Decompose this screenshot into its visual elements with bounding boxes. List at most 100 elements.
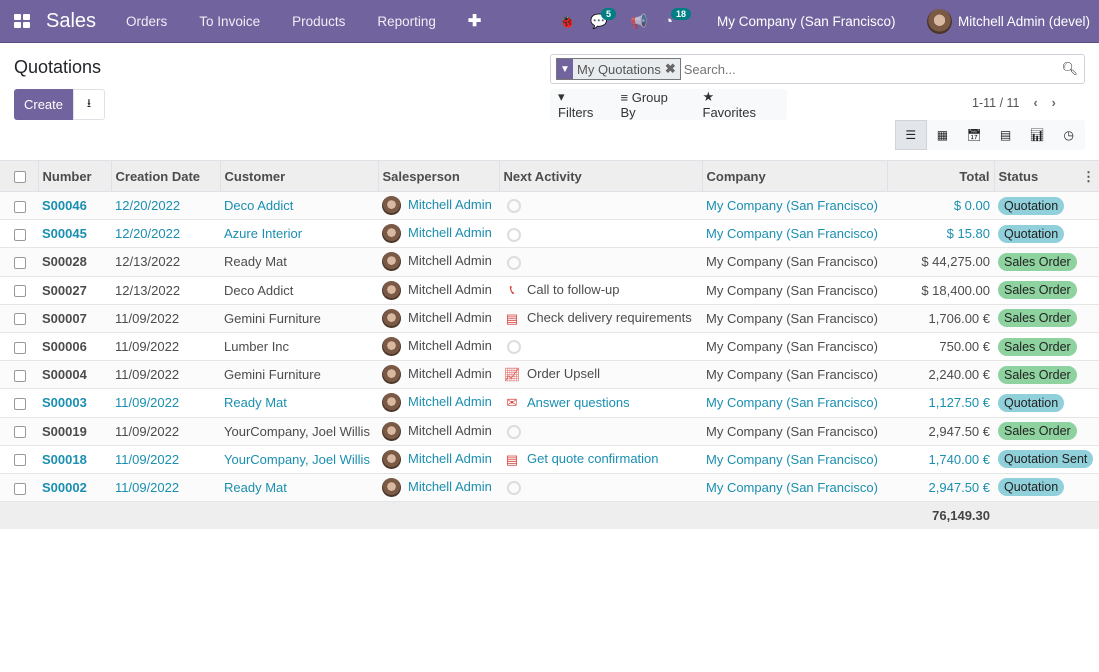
status: Quotation Sent bbox=[994, 445, 1099, 474]
clock-icon[interactable] bbox=[507, 255, 521, 270]
customer: YourCompany, Joel Willis bbox=[220, 417, 378, 446]
next-activity[interactable] bbox=[499, 332, 702, 362]
order-number: S00006 bbox=[38, 332, 111, 362]
total: 1,706.00 € bbox=[887, 304, 994, 333]
activity-view-icon[interactable]: ◷ bbox=[1063, 128, 1074, 142]
search-icon[interactable]: 🔍︎ bbox=[1061, 61, 1078, 76]
table-row[interactable]: S00045 12/20/2022 Azure Interior Mitchel… bbox=[0, 219, 1099, 249]
company-switcher[interactable]: My Company (San Francisco) bbox=[717, 14, 896, 29]
order-number: S00028 bbox=[38, 247, 111, 277]
menu-reporting[interactable]: Reporting bbox=[377, 13, 436, 29]
row-checkbox[interactable] bbox=[14, 482, 26, 495]
next-activity[interactable] bbox=[499, 473, 702, 503]
row-checkbox[interactable] bbox=[14, 369, 26, 382]
header-salesperson[interactable]: Salesperson bbox=[377, 160, 499, 192]
status: Quotation bbox=[994, 219, 1099, 249]
tasks-icon[interactable]: ▤ bbox=[505, 310, 519, 326]
salesperson-avatar bbox=[382, 393, 401, 413]
header-status[interactable]: Status ⋮ bbox=[993, 160, 1099, 192]
menu-products[interactable]: Products bbox=[292, 13, 346, 29]
table-row[interactable]: S00003 11/09/2022 Ready Mat Mitchell Adm… bbox=[0, 388, 1099, 418]
pager-previous-icon[interactable]: ‹ bbox=[1033, 96, 1038, 110]
row-checkbox[interactable] bbox=[14, 257, 26, 270]
row-checkbox[interactable] bbox=[14, 313, 26, 326]
menu-to-invoice[interactable]: To Invoice bbox=[199, 13, 261, 29]
envelope-icon[interactable]: ✉ bbox=[506, 395, 518, 411]
optional-columns-icon[interactable]: ⋮ bbox=[1082, 168, 1095, 184]
pivot-view-icon[interactable]: ▤ bbox=[999, 128, 1012, 142]
salesperson-avatar bbox=[382, 365, 401, 385]
row-checkbox[interactable] bbox=[14, 228, 26, 241]
salesperson-avatar bbox=[382, 449, 401, 469]
user-menu[interactable]: Mitchell Admin (devel) bbox=[927, 0, 1090, 43]
group-by-button[interactable]: ≡ Group By bbox=[620, 89, 668, 120]
create-button[interactable]: Create bbox=[14, 89, 73, 120]
next-activity[interactable] bbox=[499, 417, 702, 446]
creation-date: 11/09/2022 bbox=[111, 445, 220, 474]
status-badge: Sales Order bbox=[998, 365, 1077, 384]
table-row[interactable]: S00007 11/09/2022 Gemini Furniture Mitch… bbox=[0, 304, 1099, 333]
list-view-icon[interactable]: ☰ bbox=[895, 120, 927, 150]
app-name[interactable]: Sales bbox=[46, 9, 97, 32]
phone-icon[interactable]: 📞︎ bbox=[509, 282, 515, 298]
order-number: S00004 bbox=[38, 360, 111, 390]
row-checkbox[interactable] bbox=[14, 426, 26, 439]
debug-icon[interactable]: 🐞 bbox=[559, 13, 576, 29]
next-activity[interactable]: ▤ Check delivery requirements bbox=[499, 304, 702, 333]
add-menu-icon[interactable]: ✚ bbox=[467, 13, 482, 30]
calendar-view-icon[interactable]: 📅︎ bbox=[966, 128, 982, 142]
menu-orders[interactable]: Orders bbox=[126, 13, 168, 29]
row-checkbox[interactable] bbox=[14, 200, 26, 213]
favorites-button[interactable]: ★ Favorites bbox=[702, 89, 756, 120]
row-checkbox[interactable] bbox=[14, 341, 26, 354]
header-next-activity[interactable]: Next Activity bbox=[498, 160, 702, 192]
row-checkbox[interactable] bbox=[14, 454, 26, 467]
company: My Company (San Francisco) bbox=[702, 417, 887, 446]
tasks-icon[interactable]: ▤ bbox=[505, 451, 519, 467]
table-row[interactable]: S00028 12/13/2022 Ready Mat Mitchell Adm… bbox=[0, 247, 1099, 277]
header-number[interactable]: Number bbox=[37, 160, 111, 192]
header-creation-date[interactable]: Creation Date bbox=[110, 160, 220, 192]
row-checkbox[interactable] bbox=[14, 285, 26, 298]
header-total[interactable]: Total bbox=[886, 160, 994, 192]
messages-icon[interactable]: 💬 bbox=[590, 13, 608, 29]
customer: YourCompany, Joel Willis bbox=[220, 445, 378, 474]
table-row[interactable]: S00006 11/09/2022 Lumber Inc Mitchell Ad… bbox=[0, 332, 1099, 362]
pager-value[interactable]: 1-11 / 11 bbox=[972, 96, 1020, 110]
clock-icon[interactable] bbox=[507, 481, 521, 496]
pager-next-icon[interactable]: › bbox=[1051, 96, 1056, 110]
next-activity[interactable] bbox=[499, 219, 702, 249]
table-row[interactable]: S00046 12/20/2022 Deco Addict Mitchell A… bbox=[0, 191, 1099, 221]
header-customer[interactable]: Customer bbox=[219, 160, 378, 192]
row-checkbox[interactable] bbox=[14, 397, 26, 410]
clock-icon[interactable] bbox=[507, 340, 521, 355]
table-row[interactable]: S00002 11/09/2022 Ready Mat Mitchell Adm… bbox=[0, 473, 1099, 503]
clock-icon[interactable] bbox=[507, 424, 521, 439]
header-company[interactable]: Company bbox=[701, 160, 887, 192]
company: My Company (San Francisco) bbox=[702, 473, 887, 503]
activity-clock-icon[interactable]: ◔ bbox=[664, 13, 674, 30]
table-row[interactable]: S00019 11/09/2022 YourCompany, Joel Will… bbox=[0, 417, 1099, 446]
export-download-button[interactable]: ⭳ bbox=[73, 89, 105, 120]
next-activity[interactable] bbox=[499, 247, 702, 277]
table-row[interactable]: S00004 11/09/2022 Gemini Furniture Mitch… bbox=[0, 360, 1099, 390]
next-activity[interactable]: ▤ Get quote confirmation bbox=[499, 445, 702, 474]
graph-view-icon[interactable]: 📊︎ bbox=[1029, 128, 1045, 142]
next-activity[interactable]: ✉ Answer questions bbox=[499, 388, 702, 418]
filters-button[interactable]: ▾ Filters bbox=[558, 89, 594, 120]
app-menu-icon[interactable] bbox=[14, 14, 30, 28]
next-activity[interactable]: 📈︎ Order Upsell bbox=[499, 360, 702, 390]
kanban-view-icon[interactable]: ▦ bbox=[936, 128, 949, 142]
remove-facet-icon[interactable]: ✖ bbox=[664, 61, 676, 76]
select-all-checkbox[interactable] bbox=[14, 171, 26, 184]
next-activity[interactable] bbox=[499, 191, 702, 221]
line-chart-icon[interactable]: 📈︎ bbox=[503, 367, 521, 382]
next-activity[interactable]: 📞︎ Call to follow-up bbox=[499, 276, 702, 305]
clock-icon[interactable] bbox=[507, 227, 521, 242]
download-icon: ⭳ bbox=[86, 96, 92, 110]
clock-icon[interactable] bbox=[507, 199, 521, 214]
table-row[interactable]: S00018 11/09/2022 YourCompany, Joel Will… bbox=[0, 445, 1099, 474]
megaphone-icon[interactable]: 📢 bbox=[630, 13, 648, 29]
search-input[interactable] bbox=[683, 61, 1062, 77]
table-row[interactable]: S00027 12/13/2022 Deco Addict Mitchell A… bbox=[0, 276, 1099, 305]
